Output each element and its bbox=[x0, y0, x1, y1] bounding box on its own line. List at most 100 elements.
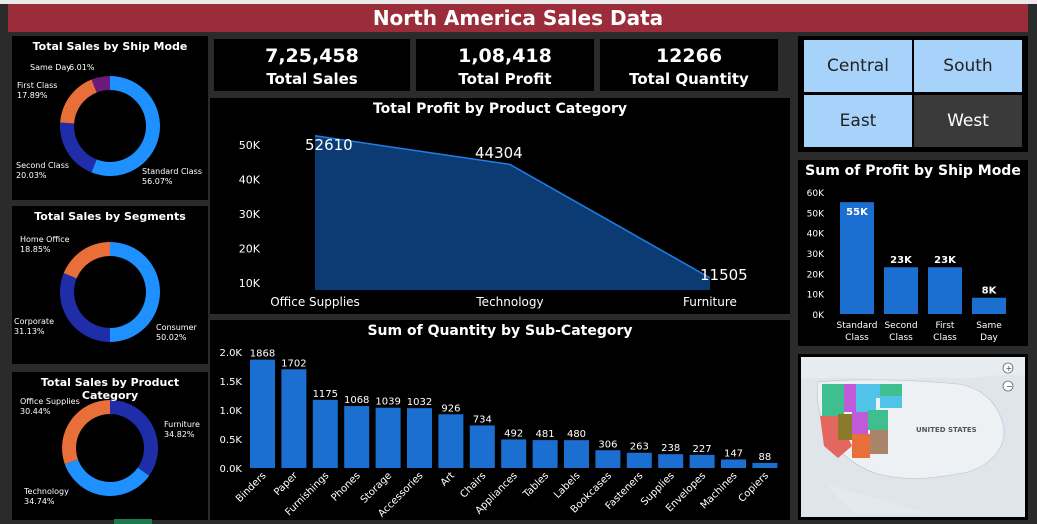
ship-xtick: First bbox=[936, 321, 955, 331]
area-data-label: 11505 bbox=[700, 266, 748, 284]
donut-ship-mode-panel[interactable]: Total Sales by Ship Mode Standard Class 5… bbox=[12, 36, 208, 200]
donut-label-name: First Class bbox=[17, 81, 57, 90]
kpi-total-profit: 1,08,418 Total Profit bbox=[416, 39, 594, 91]
area-xtick: Furniture bbox=[683, 295, 737, 309]
map-state bbox=[856, 398, 876, 412]
sub-bar bbox=[312, 399, 338, 468]
sub-data-label: 88 bbox=[759, 452, 772, 463]
slicer-east[interactable]: East bbox=[804, 95, 912, 147]
sub-ytick: 0.5K bbox=[220, 435, 243, 446]
donut-label-name: Technology bbox=[23, 487, 69, 496]
donut-label-value: 20.03% bbox=[16, 171, 47, 180]
donut-slice-first-class bbox=[60, 79, 97, 124]
ship-ytick: 0K bbox=[812, 311, 825, 321]
donut-label-value: 17.89% bbox=[17, 91, 48, 100]
donut-slice-corporate bbox=[60, 273, 110, 342]
slicer-south[interactable]: South bbox=[914, 40, 1022, 92]
sub-bar bbox=[407, 408, 432, 468]
donut-label-value: 56.07% bbox=[142, 177, 173, 186]
slicer-central[interactable]: Central bbox=[804, 40, 912, 92]
zoom-in-glyph: + bbox=[1006, 364, 1013, 373]
sub-ytick: 2.0K bbox=[220, 348, 243, 359]
profit-by-category-chart[interactable]: 10K 20K 30K 40K 50K Office Supplies Technology… bbox=[210, 98, 790, 314]
area-ytick: 40K bbox=[239, 173, 261, 186]
area-ytick: 30K bbox=[239, 208, 261, 221]
ship-bar bbox=[928, 267, 962, 314]
area-xtick: Technology bbox=[475, 295, 543, 309]
area-fill bbox=[315, 135, 710, 290]
sub-bar bbox=[250, 359, 275, 468]
ship-xtick: Class bbox=[933, 333, 957, 343]
ship-data-label: 55K bbox=[846, 207, 869, 218]
profit-by-category-panel[interactable]: Total Profit by Product Category 10K 20K 3… bbox=[210, 98, 790, 314]
ship-xtick: Class bbox=[889, 333, 913, 343]
sub-data-label: 1868 bbox=[250, 349, 275, 360]
slicer-west[interactable]: West bbox=[914, 95, 1022, 147]
map-country-label: UNITED STATES bbox=[916, 426, 977, 434]
kpi-label: Total Profit bbox=[458, 70, 552, 88]
profit-by-ship-mode-chart[interactable]: 0K10K20K30K40K50K60K55KStandardClass23KS… bbox=[798, 160, 1028, 346]
donut-segments-panel[interactable]: Total Sales by Segments Consumer 50.02% Co… bbox=[12, 206, 208, 364]
ship-bar bbox=[840, 202, 874, 314]
sub-ytick: 0.0K bbox=[220, 464, 243, 475]
donut-segments-title: Total Sales by Segments bbox=[34, 210, 186, 223]
area-ytick: 20K bbox=[239, 243, 261, 256]
sub-bar bbox=[438, 414, 464, 468]
sub-ytick: 1.5K bbox=[220, 377, 243, 388]
sub-data-label: 492 bbox=[504, 428, 523, 439]
ship-bar bbox=[972, 297, 1006, 314]
sub-data-label: 1702 bbox=[281, 358, 306, 369]
donut-slice-furniture bbox=[110, 400, 158, 476]
sub-bar bbox=[689, 454, 715, 468]
kpi-total-sales: 7,25,458 Total Sales bbox=[214, 39, 410, 91]
profit-by-ship-mode-panel[interactable]: Sum of Profit by Ship Mode 0K 10K 20K 30K 40… bbox=[798, 160, 1028, 346]
area-ytick: 10K bbox=[239, 277, 261, 290]
sub-data-label: 238 bbox=[661, 443, 680, 454]
donut-label-value: 34.82% bbox=[164, 430, 195, 439]
sub-xtick: Labels bbox=[552, 470, 583, 501]
sub-xtick: Chairs bbox=[458, 470, 488, 500]
donut-slice-technology bbox=[64, 459, 150, 496]
zoom-out-glyph: − bbox=[1006, 382, 1013, 391]
map-state bbox=[844, 384, 856, 412]
map-state bbox=[822, 384, 844, 400]
donut-label-name: Consumer bbox=[156, 323, 198, 332]
sub-bar bbox=[532, 440, 558, 468]
us-map[interactable]: UNITED STATES + − bbox=[798, 354, 1028, 520]
donut-category-panel[interactable]: Total Sales by Product Category Furnitur… bbox=[12, 372, 208, 520]
sub-data-label: 263 bbox=[630, 442, 649, 453]
sub-data-label: 1175 bbox=[313, 389, 338, 400]
map-mexico bbox=[828, 484, 928, 514]
region-slicer[interactable]: Central South East West bbox=[798, 36, 1028, 152]
sub-ytick: 1.0K bbox=[220, 406, 243, 417]
ship-ytick: 50K bbox=[807, 209, 825, 219]
donut-slice-same-day bbox=[91, 76, 110, 93]
donut-label-name: Standard Class bbox=[142, 167, 202, 176]
ship-xtick: Second bbox=[884, 321, 917, 331]
sub-data-label: 734 bbox=[473, 414, 492, 425]
kpi-value: 1,08,418 bbox=[458, 45, 552, 67]
map-new-mexico bbox=[870, 430, 888, 454]
map-california bbox=[820, 416, 852, 458]
ship-ytick: 10K bbox=[807, 291, 825, 301]
donut-category-title: Total Sales by Product Category bbox=[40, 376, 180, 402]
kpi-total-quantity: 12266 Total Quantity bbox=[600, 39, 778, 91]
sub-data-label: 1068 bbox=[344, 395, 369, 406]
donut-label-name: Furniture bbox=[164, 420, 200, 429]
quantity-by-subcategory-chart[interactable]: 0.0K 0.5K 1.0K 1.5K 2.0K 1868 Binders 1702 Paper… bbox=[210, 320, 790, 520]
top-strip bbox=[0, 0, 1037, 4]
sub-xtick: Phones bbox=[329, 470, 362, 503]
ship-bar bbox=[884, 267, 918, 314]
sub-data-label: 147 bbox=[724, 448, 743, 459]
profit-by-ship-mode-title: Sum of Profit by Ship Mode bbox=[805, 163, 1021, 179]
quantity-by-subcategory-panel[interactable]: Sum of Quantity by Sub-Category 0.0K 0.5K… bbox=[210, 320, 790, 520]
ship-data-label: 8K bbox=[982, 286, 998, 297]
area-data-label: 44304 bbox=[475, 144, 523, 162]
map-panel[interactable]: UNITED STATES + − bbox=[798, 354, 1028, 520]
area-ytick: 50K bbox=[239, 139, 261, 152]
donut-label-name: Home Office bbox=[20, 235, 70, 244]
sub-bar bbox=[595, 450, 621, 468]
